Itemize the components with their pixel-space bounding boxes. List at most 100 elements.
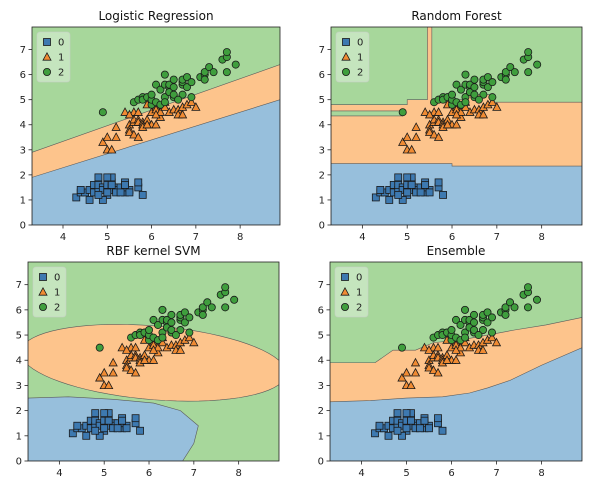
plot-frame: [330, 26, 583, 226]
y-tick-label: 0: [16, 457, 22, 468]
subplot-4: 4 5 6 7 8 0 1 2 3 4 5 6 7 Ensemble 0 1 2: [318, 244, 583, 479]
legend-marker-2: [43, 68, 52, 77]
x-tick-label: 6: [146, 468, 152, 479]
point-class-2: [470, 90, 479, 99]
point-class-2: [158, 305, 167, 314]
point-class-2: [460, 333, 469, 342]
point-class-0: [98, 196, 107, 204]
point-class-1: [111, 122, 121, 131]
legend-label-0: 0: [54, 273, 60, 284]
x-tick-label: 6: [449, 232, 455, 243]
point-class-0: [91, 426, 100, 435]
point-class-0: [407, 180, 416, 189]
point-class-2: [200, 75, 209, 84]
point-class-2: [501, 68, 510, 77]
legend: 0 1 2: [32, 266, 67, 318]
legend-marker-0: [341, 273, 349, 281]
point-class-1: [133, 132, 143, 141]
point-class-1: [492, 102, 502, 111]
point-class-2: [169, 83, 178, 92]
point-class-1: [491, 337, 502, 347]
point-class-2: [478, 326, 487, 335]
point-class-2: [448, 90, 457, 99]
legend-label-2: 2: [357, 68, 363, 79]
point-class-0: [385, 196, 394, 204]
point-class-2: [167, 310, 176, 319]
point-class-0: [107, 180, 116, 189]
y-tick-label: 4: [319, 120, 325, 131]
point-class-1: [124, 109, 135, 119]
legend-label-0: 0: [58, 38, 64, 49]
point-class-2: [231, 60, 240, 69]
point-class-2: [456, 320, 465, 329]
point-class-2: [461, 70, 470, 79]
point-class-1: [151, 119, 161, 129]
point-class-2: [156, 85, 165, 94]
point-class-2: [169, 90, 178, 99]
point-class-2: [488, 78, 497, 87]
legend-marker-0: [39, 273, 47, 281]
point-class-2: [222, 68, 231, 77]
region-class-0: [330, 347, 582, 461]
point-class-2: [198, 303, 207, 312]
legend-label-2: 2: [58, 68, 64, 79]
point-class-0: [439, 191, 447, 199]
point-class-1: [456, 107, 466, 116]
y-tick-label: 5: [20, 95, 26, 106]
y-tick-label: 2: [16, 406, 22, 417]
point-class-0: [134, 178, 143, 187]
point-class-1: [429, 129, 439, 139]
point-class-1: [99, 367, 109, 377]
point-class-1: [442, 119, 453, 129]
legend-label-1: 1: [54, 288, 60, 299]
point-class-2: [469, 310, 478, 319]
point-class-0: [122, 424, 131, 433]
point-class-2: [501, 303, 510, 312]
point-class-1: [428, 365, 439, 374]
y-tick-label: 4: [318, 356, 324, 367]
y-tick-label: 2: [318, 406, 324, 417]
point-class-2: [147, 90, 156, 99]
point-class-2: [167, 318, 176, 327]
point-class-2: [487, 313, 496, 322]
legend-label-1: 1: [356, 288, 362, 299]
legend-marker-1: [42, 51, 52, 61]
point-class-1: [424, 345, 434, 354]
point-class-2: [149, 315, 158, 324]
point-class-0: [116, 188, 125, 197]
point-class-2: [447, 326, 456, 335]
point-class-2: [167, 326, 176, 335]
legend: 0 1 2: [36, 31, 71, 83]
points: [371, 283, 542, 440]
y-tick-label: 0: [319, 221, 325, 232]
points: [371, 48, 542, 204]
y-tick-label: 3: [16, 381, 22, 392]
y-tick-label: 6: [16, 305, 22, 316]
point-class-1: [111, 132, 121, 141]
point-class-1: [410, 357, 421, 367]
point-class-2: [483, 318, 492, 327]
point-class-1: [478, 345, 488, 354]
point-class-2: [469, 318, 478, 327]
point-class-0: [403, 188, 412, 197]
x-tick-label: 5: [104, 232, 110, 243]
point-class-1: [126, 365, 136, 374]
point-class-1: [406, 380, 416, 390]
point-class-0: [100, 424, 109, 433]
point-class-1: [130, 367, 141, 377]
point-class-0: [416, 188, 425, 197]
y-tick-label: 0: [20, 221, 26, 232]
point-class-2: [510, 303, 519, 312]
region-class-0: [331, 163, 582, 225]
y-tick-label: 2: [319, 170, 325, 181]
legend-marker-2: [340, 302, 349, 311]
point-class-2: [230, 295, 239, 304]
subplot-title: Logistic Regression: [98, 9, 213, 23]
point-class-2: [203, 298, 212, 307]
y-tick-label: 5: [318, 331, 324, 342]
point-class-2: [185, 328, 194, 337]
point-class-1: [451, 109, 462, 119]
point-class-0: [125, 188, 134, 197]
point-class-1: [129, 129, 139, 139]
point-class-1: [433, 132, 444, 141]
